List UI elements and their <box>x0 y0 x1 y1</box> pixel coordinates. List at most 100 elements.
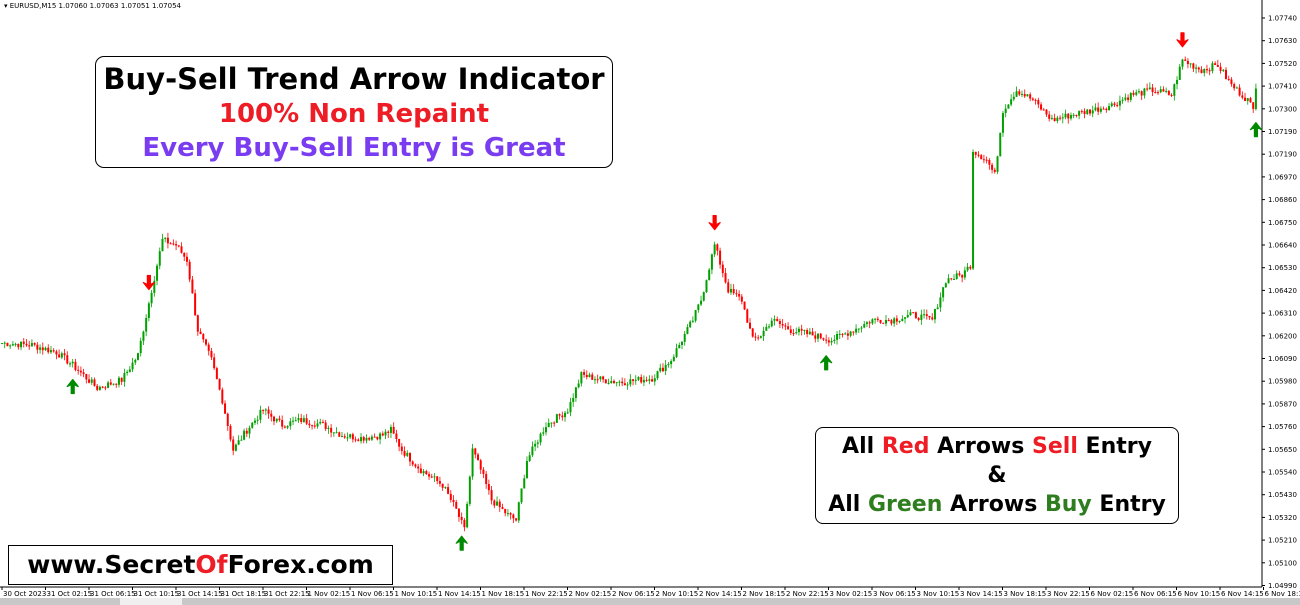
bear-candle <box>166 237 169 244</box>
bull-candle <box>708 269 711 281</box>
bull-candle <box>833 339 836 341</box>
bull-candle <box>1004 108 1007 114</box>
bull-candle <box>496 501 499 506</box>
bear-candle <box>596 379 599 381</box>
bull-candle <box>999 132 1002 157</box>
bull-candle <box>49 350 52 353</box>
bear-candle <box>890 320 893 324</box>
bear-candle <box>504 508 507 514</box>
bull-candle <box>525 460 528 479</box>
bull-candle <box>944 283 947 288</box>
bull-candle <box>406 452 409 456</box>
bull-candle <box>71 361 74 364</box>
bear-candle <box>308 423 311 426</box>
bull-candle <box>947 278 950 284</box>
bull-candle <box>1012 96 1015 100</box>
bear-candle <box>1241 95 1244 98</box>
bull-candle <box>1021 93 1023 95</box>
bull-candle <box>694 310 697 321</box>
bear-candle <box>1018 91 1021 95</box>
bull-candle <box>871 319 874 324</box>
bear-candle <box>221 389 224 404</box>
bear-candle <box>1029 94 1032 99</box>
bull-candle <box>678 344 681 349</box>
bear-candle <box>392 427 395 434</box>
bull-candle <box>1099 108 1102 112</box>
bull-candle <box>705 280 708 293</box>
bull-candle <box>237 440 240 445</box>
time-label: 6 Nov 02:15 <box>1091 590 1134 598</box>
bull-candle <box>923 314 926 316</box>
bear-candle <box>417 466 420 469</box>
bull-candle <box>297 418 300 421</box>
bull-candle <box>1181 59 1184 67</box>
bear-candle <box>501 507 504 509</box>
bear-candle <box>985 159 988 161</box>
bear-candle <box>925 314 928 316</box>
price-label: 1.05760 <box>1268 423 1297 431</box>
bull-candle <box>319 421 322 424</box>
bull-candle <box>253 420 256 423</box>
bull-candle <box>517 502 520 521</box>
bear-candle <box>515 518 518 521</box>
bear-candle <box>321 421 324 423</box>
bull-candle <box>147 303 150 318</box>
bear-candle <box>980 155 983 160</box>
time-label: 1 Nov 10:15 <box>395 590 438 598</box>
bear-candle <box>645 379 648 381</box>
text-sell: Sell <box>1032 434 1078 459</box>
bull-candle <box>672 356 675 362</box>
bull-candle <box>686 327 689 334</box>
bear-candle <box>313 425 316 427</box>
price-label: 1.07740 <box>1268 15 1297 23</box>
price-label: 1.06640 <box>1268 242 1297 250</box>
bull-candle <box>569 401 572 413</box>
bear-candle <box>825 339 828 341</box>
bull-candle <box>955 273 958 279</box>
bear-candle <box>479 460 482 470</box>
bull-candle <box>259 409 262 420</box>
bull-candle <box>545 427 547 433</box>
bear-candle <box>109 382 112 385</box>
bull-candle <box>1064 113 1067 118</box>
bear-candle <box>387 431 390 433</box>
bull-candle <box>379 433 382 440</box>
bull-candle <box>150 292 153 304</box>
bull-candle <box>547 422 550 428</box>
bear-candle <box>79 370 82 373</box>
url-part: www.Secret <box>27 550 196 579</box>
horizontal-scrollbar[interactable] <box>0 598 1300 605</box>
bull-candle <box>112 383 115 385</box>
time-label: 3 Nov 14:15 <box>960 590 1003 598</box>
bull-candle <box>844 333 847 335</box>
time-label: 1 Nov 18:15 <box>482 590 525 598</box>
bull-candle <box>240 439 243 441</box>
bear-candle <box>398 439 401 447</box>
bear-candle <box>732 288 735 294</box>
bull-candle <box>653 378 656 382</box>
bear-candle <box>457 508 460 517</box>
bear-candle <box>1184 59 1187 61</box>
bear-candle <box>493 500 496 506</box>
bear-candle <box>199 331 202 335</box>
bull-candle <box>1026 94 1029 97</box>
bull-candle <box>629 379 632 385</box>
text-green: Green <box>867 492 943 517</box>
bear-candle <box>512 514 515 519</box>
time-label: 31 Oct 14:15 <box>177 590 223 598</box>
bear-candle <box>876 318 879 320</box>
bear-candle <box>1053 117 1056 122</box>
bear-candle <box>278 418 281 420</box>
bull-candle <box>60 353 63 358</box>
scrollbar-thumb[interactable] <box>120 598 182 605</box>
bear-candle <box>558 414 561 416</box>
bull-candle <box>137 353 139 360</box>
bull-candle <box>1001 113 1004 133</box>
bear-candle <box>232 439 235 451</box>
dropdown-icon[interactable]: ▾ <box>4 2 10 10</box>
time-label: 2 Nov 02:15 <box>569 590 612 598</box>
bear-candle <box>1089 109 1091 114</box>
bear-candle <box>498 501 501 508</box>
bull-candle <box>642 379 645 383</box>
